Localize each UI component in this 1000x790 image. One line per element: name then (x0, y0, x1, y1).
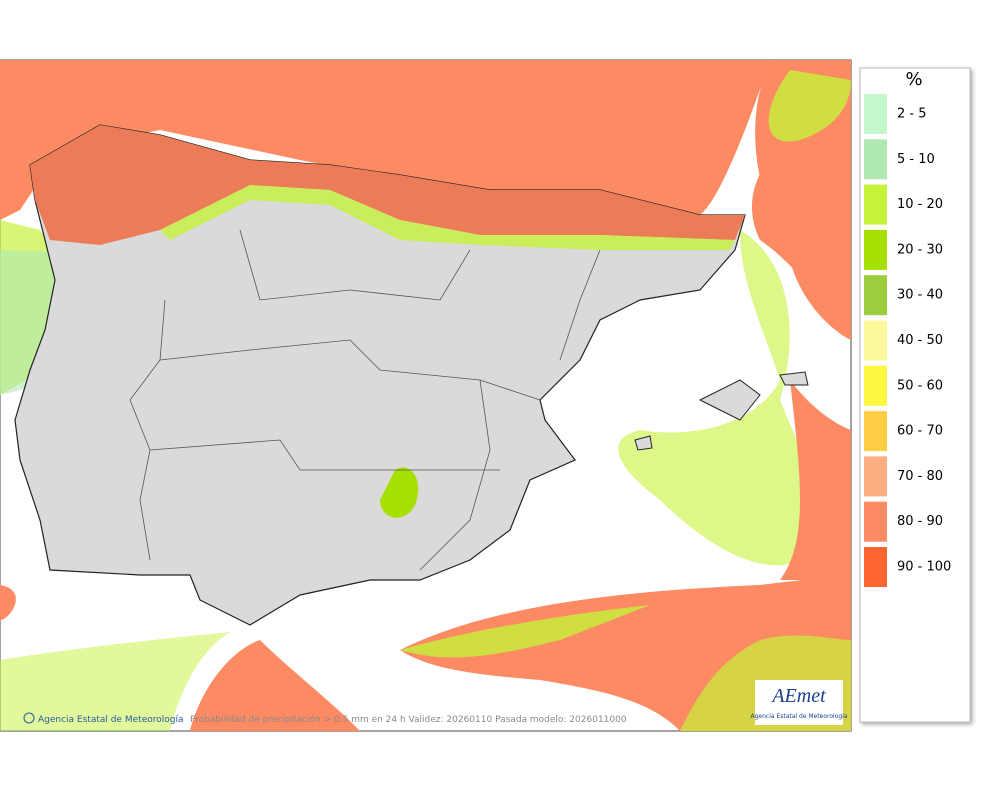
legend-swatch (864, 94, 887, 134)
credit: Agencia Estatal de Meteorología (38, 715, 184, 725)
logo: AEmet (770, 685, 826, 707)
island (634, 435, 653, 451)
credit-icon (23, 712, 35, 724)
legend: 2 - 5 5 - 10 10 - 20 20 - 30 30 - 40 40 - 50 5… (864, 94, 951, 587)
rain-area (780, 380, 851, 580)
rain-area (160, 185, 735, 250)
legend-swatch (864, 411, 887, 452)
legend-swatch (864, 139, 887, 180)
legend-swatch (864, 229, 887, 270)
legend-label: 30 - 40 (897, 288, 943, 303)
legend-label: 50 - 60 (897, 378, 943, 393)
rain-area (400, 605, 650, 658)
legend-label: 5 - 10 (897, 152, 935, 167)
legend-label: 60 - 70 (897, 424, 943, 439)
legend-swatch (864, 320, 887, 361)
legend-swatch (864, 184, 887, 225)
legend-label: 70 - 80 (897, 469, 943, 484)
rain-area (30, 125, 745, 245)
legend-label: 2 - 5 (897, 107, 927, 122)
logo-subtitle: Agencia Estatal de Meteorología (751, 713, 848, 720)
legend-swatch (864, 275, 887, 316)
legend-title: % (905, 69, 922, 90)
borders (129, 229, 601, 571)
legend-swatch (864, 547, 887, 587)
rain-area (0, 60, 770, 220)
island (779, 371, 809, 386)
rain-area (768, 70, 851, 142)
rain-area (0, 632, 230, 731)
legend-swatch (864, 365, 887, 406)
island (698, 379, 761, 421)
rain-area (618, 230, 813, 566)
legend-swatch (864, 456, 887, 497)
rain-area (380, 467, 419, 518)
legend-label: 40 - 50 (897, 333, 943, 348)
legend-label: 20 - 30 (897, 242, 943, 257)
rain-area (0, 585, 16, 620)
logo-box (755, 680, 843, 725)
legend-label: 80 - 90 (897, 514, 943, 529)
rain-area (190, 640, 360, 731)
legend-label: 10 - 20 (897, 197, 943, 212)
legend-label: 90 - 100 (897, 560, 951, 575)
caption: Probabilidad de precipitación > 0.5 mm e… (190, 714, 627, 725)
legend-swatch (864, 501, 887, 542)
